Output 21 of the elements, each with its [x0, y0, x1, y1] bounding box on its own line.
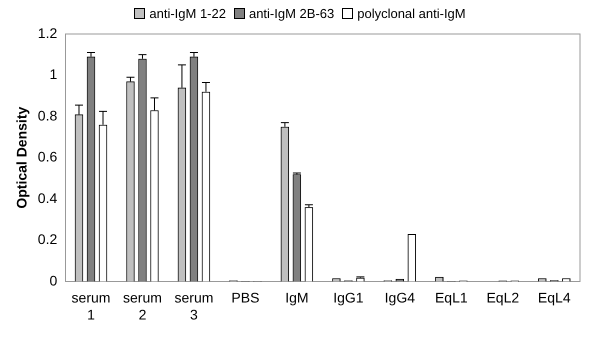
x-tick-label: EqL1: [434, 290, 468, 306]
x-tick-label: EqL2: [486, 290, 520, 306]
legend-label: anti-IgM 2B-63: [248, 6, 334, 21]
x-tick-label: PBS: [231, 290, 260, 306]
x-tick-label: IgG4: [384, 290, 416, 306]
y-tick-label: 1: [49, 66, 58, 82]
legend-label: anti-IgM 1-22: [149, 6, 226, 21]
legend-label: polyclonal anti-IgM: [357, 6, 466, 21]
y-tick-label: 0.8: [38, 107, 58, 124]
x-tick-label: serum 1: [72, 290, 110, 322]
y-tick-label: 1.2: [38, 24, 58, 41]
x-tick-label: EqL4: [538, 290, 571, 306]
y-tick-label: 0.4: [38, 190, 58, 206]
y-tick-label: 0.2: [38, 231, 58, 248]
x-tick-label: IgG1: [333, 290, 364, 306]
x-tick-label: serum 3: [174, 290, 214, 322]
y-tick-label: 0.6: [38, 148, 58, 165]
y-axis-title: Optical Density: [13, 106, 30, 209]
x-tick-label: serum 2: [123, 290, 162, 322]
x-tick-label: IgM: [285, 290, 309, 306]
y-tick-label: 0: [49, 272, 58, 288]
